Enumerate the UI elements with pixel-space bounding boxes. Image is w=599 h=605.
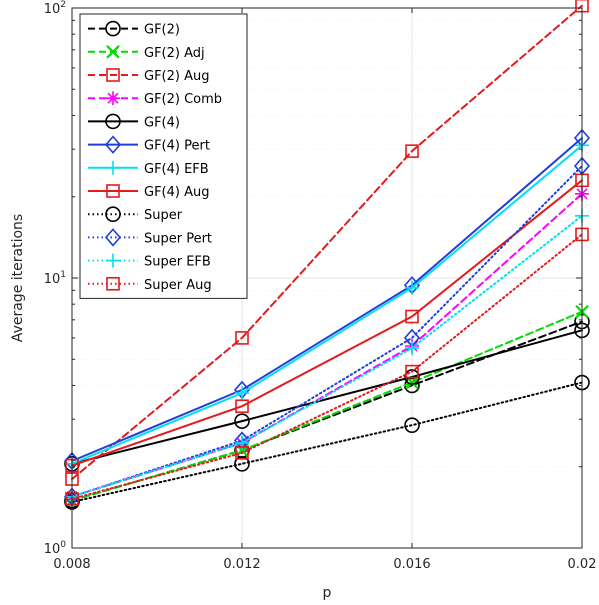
series-line — [71, 144, 583, 465]
legend-entry: GF(2) — [88, 20, 180, 38]
data-point — [234, 413, 250, 429]
legend-entry: GF(2) Comb — [88, 91, 222, 107]
legend-label: Super — [144, 208, 183, 223]
series-line — [71, 233, 583, 500]
y-tick-label: 100 — [44, 540, 67, 557]
data-point — [234, 456, 250, 472]
series-line — [71, 381, 583, 503]
data-point — [235, 399, 249, 414]
legend-entry: GF(2) Adj — [88, 45, 205, 61]
legend-entry: GF(2) Aug — [88, 68, 209, 84]
series-super — [64, 374, 590, 510]
series-layer — [63, 0, 591, 510]
series-line — [71, 179, 583, 467]
series-line — [71, 137, 583, 462]
series-line — [71, 310, 583, 502]
y-tick-base: 10 — [44, 542, 61, 557]
y-tick-label: 102 — [44, 0, 66, 17]
x-tick-label: 0.008 — [53, 557, 90, 572]
data-point — [404, 369, 420, 385]
legend-marker — [106, 160, 120, 175]
data-point — [235, 331, 249, 345]
legend-entry: Super EFB — [88, 253, 211, 270]
legend-marker — [106, 68, 120, 82]
y-tick-exponent: 1 — [60, 270, 66, 280]
legend-entry: GF(4) — [88, 113, 180, 130]
data-point — [405, 309, 419, 324]
data-point — [405, 280, 419, 295]
x-tick-label: 0.012 — [223, 557, 260, 572]
y-tick-base: 10 — [44, 272, 61, 287]
legend-marker — [106, 184, 120, 198]
data-point — [235, 386, 249, 401]
legend-entry: Super Aug — [88, 276, 212, 293]
series-line — [71, 214, 583, 498]
legend-entry: Super Pert — [88, 228, 212, 247]
legend-marker — [106, 45, 120, 59]
data-point — [235, 446, 249, 460]
y-axis-title: Average iterations — [10, 214, 26, 342]
y-tick-label: 101 — [44, 270, 66, 287]
data-point — [405, 144, 419, 158]
data-point — [404, 417, 420, 433]
y-tick-exponent: 2 — [60, 0, 66, 10]
legend-marker — [104, 135, 122, 154]
legend-marker — [106, 253, 120, 268]
legend-entry: GF(4) EFB — [88, 160, 209, 177]
legend-marker — [105, 206, 121, 222]
legend-label: Super Pert — [144, 231, 212, 246]
legend-marker — [106, 276, 120, 291]
data-point — [405, 341, 419, 356]
series-line — [71, 329, 583, 465]
y-tick-exponent: 0 — [60, 540, 66, 550]
legend-label: GF(4) — [144, 115, 180, 130]
legend: GF(2) GF(2) Adj GF(2) Aug GF(2) Comb GF(4) GF… — [79, 13, 248, 299]
legend-label: GF(2) Adj — [144, 46, 205, 61]
legend-label: GF(4) EFB — [144, 162, 209, 177]
legend-entry: Super — [88, 206, 183, 223]
y-tick-base: 10 — [44, 2, 61, 17]
legend-marker — [104, 228, 122, 247]
legend-marker — [105, 113, 121, 130]
legend-label: GF(4) Pert — [144, 139, 210, 154]
series-line — [71, 165, 583, 498]
x-tick-label: 0.02 — [568, 557, 597, 572]
legend-marker — [105, 20, 121, 37]
legend-label: GF(2) Comb — [144, 92, 222, 107]
legend-label: Super EFB — [144, 255, 211, 270]
legend-label: Super Aug — [144, 278, 212, 293]
series-line — [71, 4, 583, 481]
x-axis-title: p — [323, 585, 332, 601]
legend-entry: GF(4) Aug — [88, 184, 209, 200]
legend-label: GF(4) Aug — [144, 185, 209, 200]
x-tick-label: 0.016 — [393, 557, 430, 572]
legend-label: GF(2) — [144, 23, 180, 38]
data-point — [405, 364, 419, 379]
legend-box — [79, 13, 248, 299]
legend-marker — [106, 91, 120, 106]
legend-entry: GF(4) Pert — [88, 135, 210, 154]
legend-label: GF(2) Aug — [144, 69, 209, 84]
